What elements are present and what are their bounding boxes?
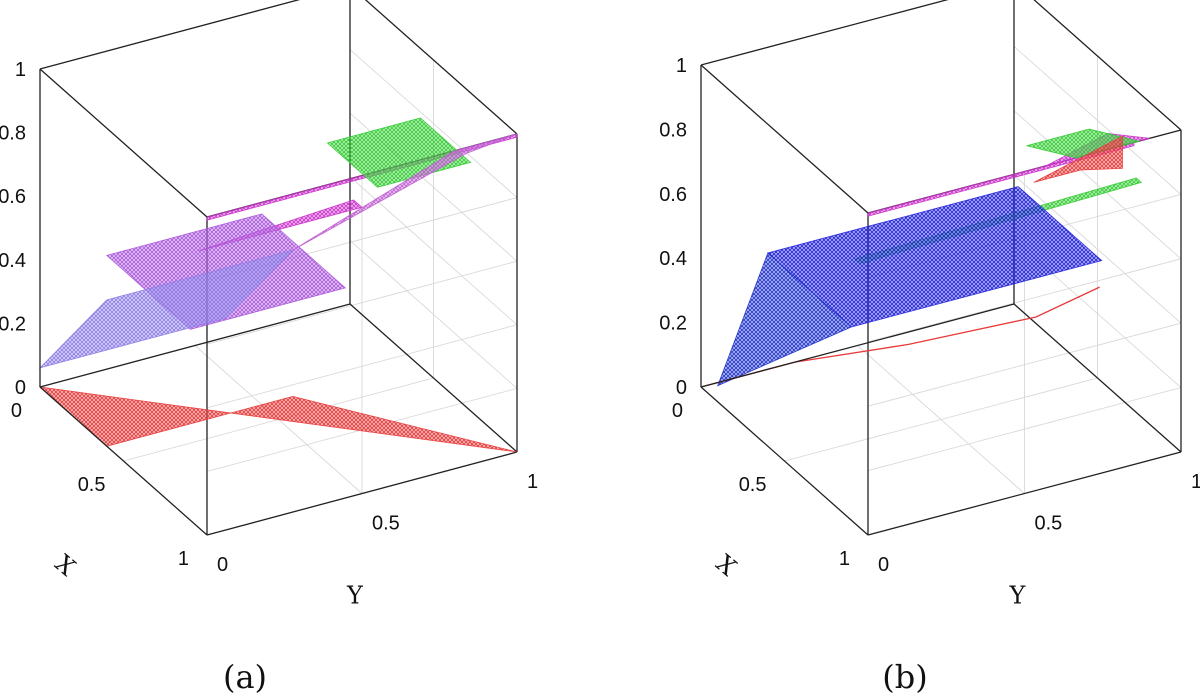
box-edge <box>39 303 351 388</box>
box-edge <box>700 64 869 214</box>
z-tick-label: 0 <box>676 377 687 399</box>
y-tick-label: 0.5 <box>372 513 400 535</box>
y-tick-label: 0 <box>217 554 228 576</box>
x-tick-label: 1 <box>178 548 189 570</box>
box-edge <box>1013 303 1182 453</box>
x-tick-label: 0 <box>672 400 683 422</box>
panel-caption: (a) <box>223 658 267 696</box>
z-tick-label: 0.6 <box>659 184 687 206</box>
panel-caption: (b) <box>882 658 927 696</box>
z-tick-label: 0.2 <box>0 313 26 335</box>
box-edge <box>39 68 208 218</box>
z-tick-label: 0.8 <box>659 119 687 141</box>
x-tick-label: 0.5 <box>739 474 767 496</box>
gridline <box>857 345 1025 494</box>
z-tick-label: 0.8 <box>0 123 26 145</box>
x-tick-label: 0 <box>11 400 22 422</box>
y-tick-label: 0 <box>878 554 889 576</box>
box-edge <box>700 303 1015 388</box>
x-tick-label: 1 <box>839 548 850 570</box>
z-tick-label: 0.4 <box>659 248 687 270</box>
y-axis-label: Y <box>346 582 364 610</box>
box-edge <box>39 0 301 70</box>
surface-patch <box>326 117 472 188</box>
z-tick-label: 0.4 <box>0 250 26 272</box>
z-tick-label: 1 <box>676 55 687 77</box>
plot-b: 0 0.2 0.4 0.6 0.8 1 0 0.5 1 0 0.5 1 X Y (b) <box>659 0 1200 696</box>
z-tick-label: 0.2 <box>659 313 687 335</box>
plot-a: 0 0.2 0.4 0.6 0.8 1 0 0.5 1 0 0.5 1 X Y (a) <box>0 0 538 696</box>
box-edge <box>39 386 208 536</box>
z-tick-label: 1 <box>15 59 26 81</box>
box-edge <box>1033 0 1182 131</box>
surface-patch <box>1033 135 1123 183</box>
x-axis-label: X <box>711 549 742 581</box>
box-edge <box>867 451 1182 536</box>
box-edge <box>700 386 869 536</box>
y-tick-label: 1 <box>1191 471 1200 493</box>
box-edge <box>206 451 518 536</box>
surface-patch <box>38 386 518 453</box>
z-tick-label: 0.6 <box>0 186 26 208</box>
surface-patch <box>292 133 518 251</box>
z-tick-label: 0 <box>15 377 26 399</box>
y-axis-label: Y <box>1009 582 1027 610</box>
box-edge <box>364 0 518 135</box>
x-tick-label: 0.5 <box>78 474 106 496</box>
x-axis-label: X <box>50 549 81 581</box>
box-edge <box>700 0 949 66</box>
surface-patch <box>38 249 295 369</box>
y-tick-label: 1 <box>527 471 538 493</box>
surface-patch <box>716 252 853 387</box>
y-tick-label: 0.5 <box>1035 513 1063 535</box>
box-edge <box>349 303 518 453</box>
